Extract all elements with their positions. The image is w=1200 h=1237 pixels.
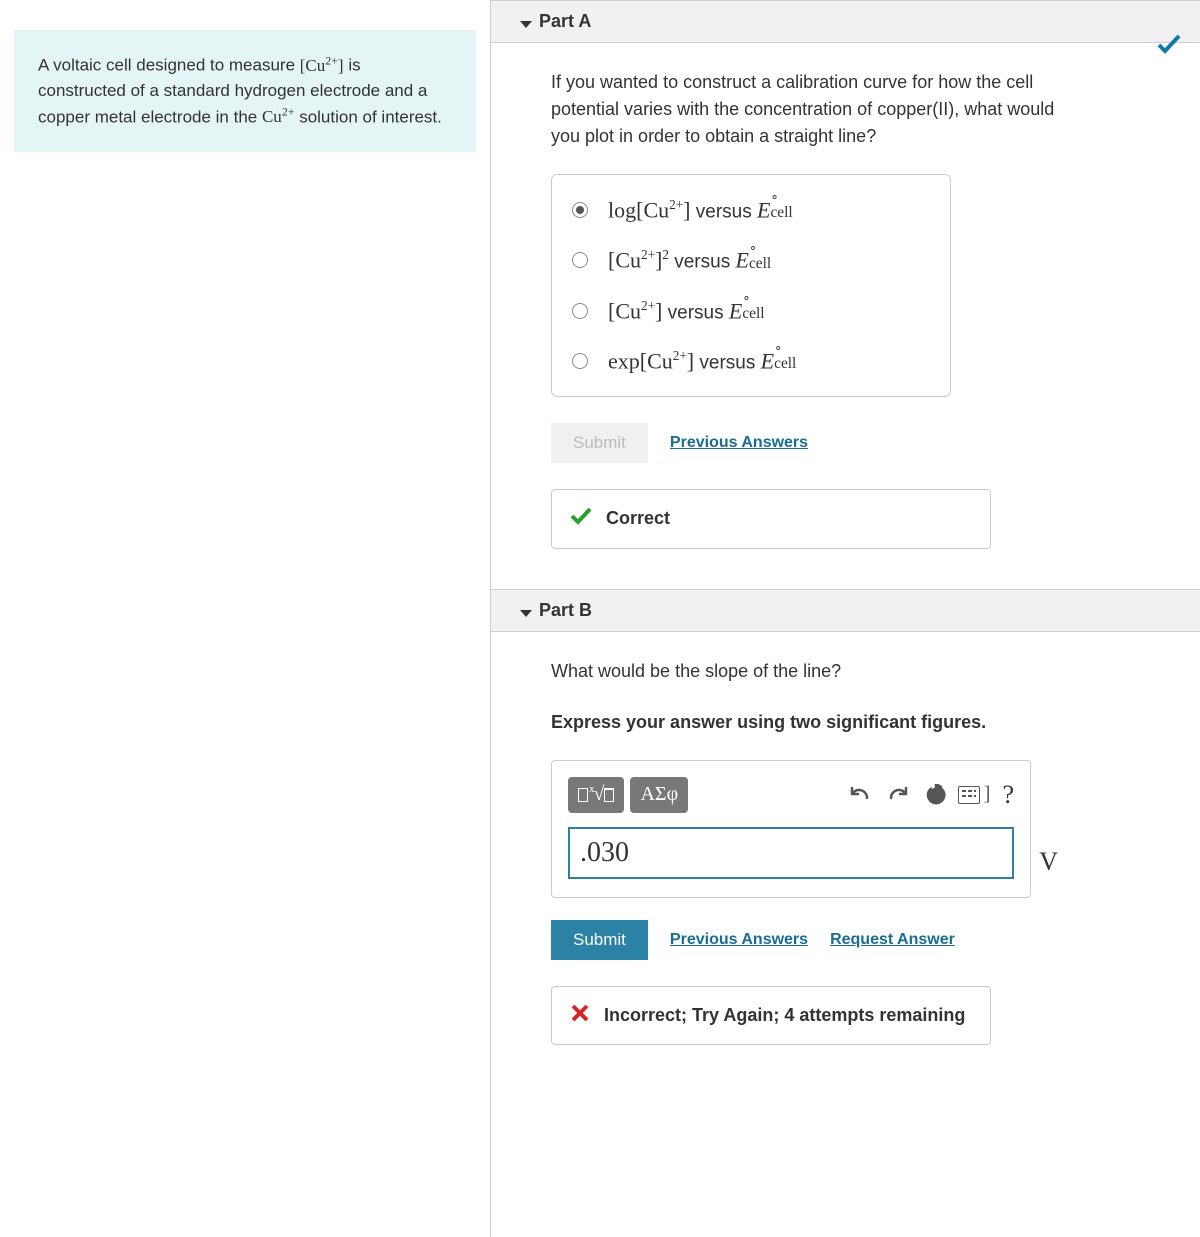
part-a-title: Part A [539, 11, 591, 31]
chevron-down-icon [519, 15, 533, 35]
choice-option[interactable]: [Cu2+]2 versus E∘cell [552, 235, 950, 285]
problem-description: A voltaic cell designed to measure [Cu2+… [14, 30, 476, 152]
choice-option[interactable]: [Cu2+] versus E∘cell [552, 286, 950, 336]
choice-group: log[Cu2+] versus E∘cell [Cu2+]2 versus E∘… [551, 174, 951, 397]
radio-button[interactable] [572, 303, 588, 319]
undo-icon[interactable] [844, 779, 876, 811]
part-b-instruction: Express your answer using two significan… [551, 709, 1071, 736]
choice-formula: log[Cu2+] versus E∘cell [608, 197, 793, 223]
keyboard-icon[interactable]: ] [958, 779, 990, 811]
x-icon [570, 1003, 590, 1028]
cu-formula-2: Cu2+ [262, 107, 295, 126]
template-button[interactable]: x√ [568, 777, 624, 813]
cu-formula-1: [Cu2+] [300, 56, 344, 75]
desc-text: solution of interest. [294, 107, 441, 126]
previous-answers-link[interactable]: Previous Answers [670, 434, 808, 452]
unit-label: V [1039, 847, 1058, 877]
part-b-question: What would be the slope of the line? [551, 658, 1071, 685]
answer-input[interactable] [568, 827, 1014, 879]
greek-button[interactable]: ΑΣφ [630, 777, 688, 813]
desc-text: A voltaic cell designed to measure [38, 56, 300, 75]
check-icon [570, 506, 592, 531]
part-b-title: Part B [539, 600, 592, 620]
radio-button[interactable] [572, 353, 588, 369]
submit-button[interactable]: Submit [551, 920, 648, 960]
previous-answers-link[interactable]: Previous Answers [670, 931, 808, 949]
part-b-header[interactable]: Part B [491, 589, 1200, 632]
feedback-text: Incorrect; Try Again; 4 attempts remaini… [604, 1003, 965, 1028]
feedback-correct: Correct [551, 489, 991, 548]
feedback-text: Correct [606, 506, 670, 531]
check-icon [1156, 33, 1182, 60]
choice-formula: [Cu2+] versus E∘cell [608, 298, 765, 324]
request-answer-link[interactable]: Request Answer [830, 931, 955, 949]
choice-option[interactable]: exp[Cu2+] versus E∘cell [552, 336, 950, 386]
part-a-header[interactable]: Part A [491, 0, 1200, 43]
feedback-incorrect: Incorrect; Try Again; 4 attempts remaini… [551, 986, 991, 1045]
choice-formula: exp[Cu2+] versus E∘cell [608, 348, 796, 374]
radio-button[interactable] [572, 252, 588, 268]
redo-icon[interactable] [882, 779, 914, 811]
submit-button[interactable]: Submit [551, 423, 648, 463]
radio-button[interactable] [572, 202, 588, 218]
choice-formula: [Cu2+]2 versus E∘cell [608, 247, 771, 273]
reset-icon[interactable] [920, 779, 952, 811]
part-a-question: If you wanted to construct a calibration… [551, 69, 1071, 150]
help-icon[interactable]: ? [1002, 780, 1014, 810]
chevron-down-icon [519, 604, 533, 624]
answer-area: x√ ΑΣφ ] ? [551, 760, 1031, 898]
choice-option[interactable]: log[Cu2+] versus E∘cell [552, 185, 950, 235]
